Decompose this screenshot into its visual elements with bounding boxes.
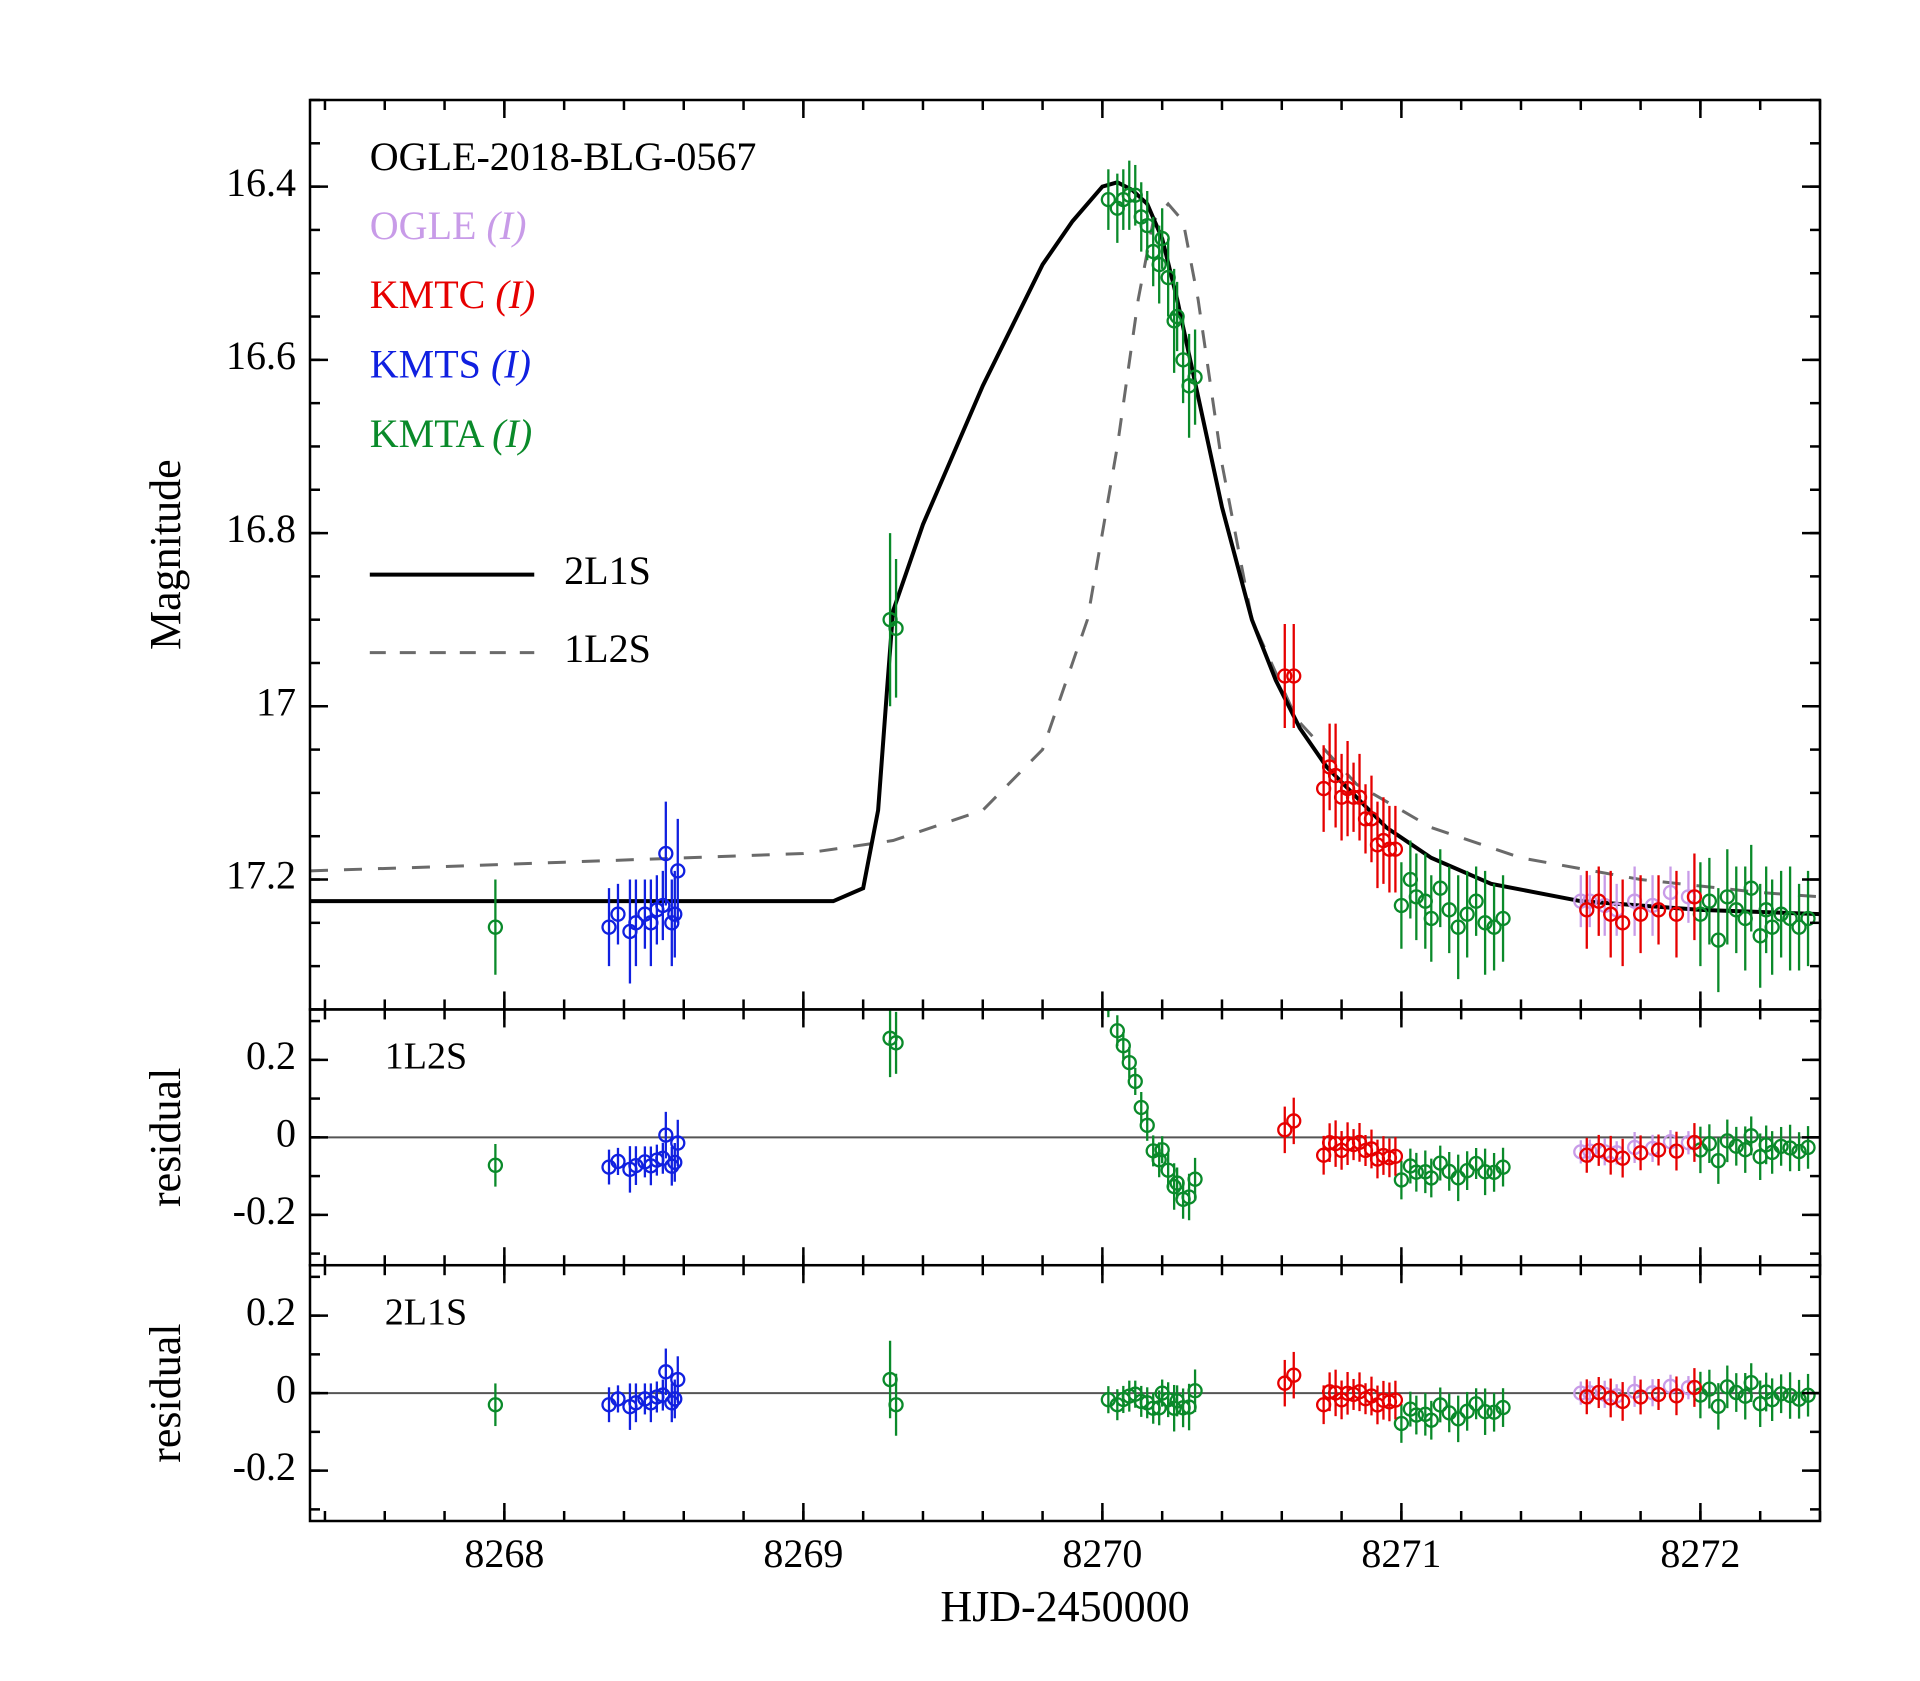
xtick-label: 8271 <box>1361 1531 1441 1576</box>
model-2L1S-curve <box>310 182 1820 914</box>
xtick-label: 8269 <box>763 1531 843 1576</box>
ytick-label: 17 <box>256 679 296 724</box>
series-KMTS-residual-2L1S-panel <box>603 1349 685 1430</box>
residual-2L1S-panel: -0.2 0 0.2 residual 2L1S <box>141 1265 1820 1521</box>
residual-1L2S-panel: -0.2 0 0.2 residual 1L2S <box>141 990 1820 1265</box>
ytick-label: 0 <box>276 1111 296 1156</box>
legend-item: OGLE (I) <box>370 203 527 248</box>
figure-container: 16.4 16.6 16.8 17 17.2 Magnitude OGLE-2018-BLG… <box>0 0 1920 1681</box>
legend-item: KMTS (I) <box>370 342 531 387</box>
legend-title: OGLE-2018-BLG-0567 <box>370 134 757 179</box>
series-KMTA-residual-1L2S-panel <box>489 990 1815 1220</box>
panel-frame <box>310 100 1820 1009</box>
legend-item: KMTC (I) <box>370 272 536 317</box>
legend-item: KMTA (I) <box>370 411 532 456</box>
panel-label: 2L1S <box>385 1291 467 1333</box>
series-KMTS-residual-1L2S-panel <box>603 1112 685 1193</box>
series-KMTC-residual-2L1S-panel <box>1278 1352 1701 1424</box>
series-KMTA <box>489 161 1815 992</box>
panel-label: 1L2S <box>385 1036 467 1078</box>
legend-model-label: 1L2S <box>564 626 651 671</box>
main-panel: 16.4 16.6 16.8 17 17.2 Magnitude OGLE-2018-BLG… <box>141 100 1820 1009</box>
ytick-label: 16.4 <box>226 160 296 205</box>
xtick-label: 8272 <box>1660 1531 1740 1576</box>
legend-model-label: 2L1S <box>564 548 651 593</box>
ylabel-residual: residual <box>141 1068 190 1207</box>
ytick-label: 17.2 <box>226 853 296 898</box>
ytick-label: 0.2 <box>246 1289 296 1334</box>
xtick-label: 8268 <box>464 1531 544 1576</box>
ytick-label: 0 <box>276 1366 296 1411</box>
xlabel: HJD-2450000 <box>940 1582 1189 1631</box>
ytick-label: -0.2 <box>233 1444 296 1489</box>
xtick-label: 8270 <box>1062 1531 1142 1576</box>
ylabel-residual: residual <box>141 1323 190 1462</box>
series-KMTS <box>603 802 685 984</box>
ytick-label: 16.8 <box>226 506 296 551</box>
ytick-label: 0.2 <box>246 1033 296 1078</box>
ytick-label: 16.6 <box>226 333 296 378</box>
series-KMTC <box>1278 624 1701 966</box>
ylabel-main: Magnitude <box>141 459 190 650</box>
figure-svg: 16.4 16.6 16.8 17 17.2 Magnitude OGLE-2018-BLG… <box>0 0 1920 1681</box>
ytick-label: -0.2 <box>233 1188 296 1233</box>
model-1L2S-curve <box>310 204 1820 897</box>
